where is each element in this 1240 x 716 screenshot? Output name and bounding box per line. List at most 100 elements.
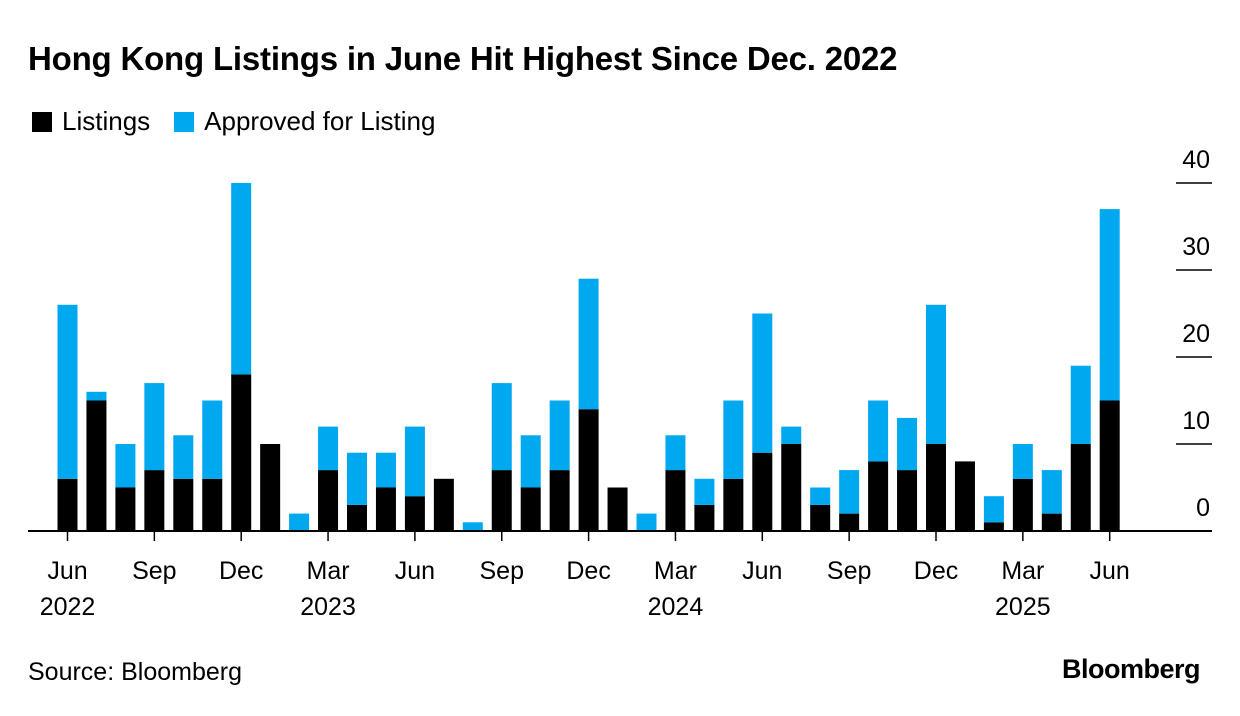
bar-approved bbox=[810, 487, 831, 505]
bar-listings bbox=[578, 409, 599, 531]
bar-approved bbox=[897, 417, 918, 471]
bar-listings bbox=[868, 461, 889, 531]
bar-listings bbox=[926, 444, 946, 531]
x-tick-label-month: Dec bbox=[914, 557, 958, 585]
bar-approved bbox=[86, 391, 107, 401]
bar-approved bbox=[318, 426, 339, 471]
bar-listings bbox=[1099, 400, 1120, 531]
bar-listings bbox=[752, 452, 773, 531]
bar-listings bbox=[549, 470, 570, 531]
bar-approved bbox=[752, 313, 773, 453]
legend-item-listings: Listings bbox=[32, 106, 150, 137]
legend-label-listings: Listings bbox=[62, 106, 151, 136]
y-tick-label: 30 bbox=[1182, 233, 1210, 261]
bar-listings bbox=[897, 470, 918, 531]
legend: Listings Approved for Listing bbox=[32, 106, 459, 137]
bar-approved bbox=[144, 383, 165, 471]
y-tick-label: 10 bbox=[1182, 407, 1210, 435]
bar-approved bbox=[781, 426, 802, 444]
bar-approved bbox=[983, 496, 1004, 523]
source-note: Source: Bloomberg bbox=[28, 658, 243, 686]
x-tick-label-month: Mar bbox=[654, 557, 697, 585]
y-tick-label: 20 bbox=[1182, 320, 1210, 348]
bar-approved bbox=[694, 478, 715, 505]
bar-approved bbox=[723, 400, 744, 479]
bar-listings bbox=[86, 400, 107, 531]
bar-listings bbox=[607, 487, 628, 531]
bar-approved bbox=[1012, 444, 1033, 479]
x-tick-label-month: Sep bbox=[480, 557, 524, 585]
x-tick-label-month: Jun bbox=[1090, 557, 1130, 585]
x-tick-label-month: Sep bbox=[827, 557, 871, 585]
x-tick-label-month: Dec bbox=[566, 557, 610, 585]
bar-approved bbox=[404, 426, 425, 497]
bar-listings bbox=[347, 504, 367, 531]
bar-listings bbox=[57, 478, 78, 531]
bar-approved bbox=[1070, 365, 1091, 444]
bar-listings bbox=[1041, 513, 1062, 531]
bar-approved bbox=[1041, 470, 1062, 514]
x-tick-label-month: Sep bbox=[132, 557, 176, 585]
bar-approved bbox=[868, 400, 889, 462]
bar-approved bbox=[926, 304, 946, 444]
bar-listings bbox=[665, 470, 686, 531]
x-tick-label-month: Jun bbox=[47, 557, 87, 585]
legend-swatch-approved bbox=[174, 111, 195, 132]
bar-approved bbox=[202, 400, 223, 479]
bar-listings bbox=[144, 470, 165, 531]
bar-listings bbox=[839, 513, 860, 531]
bar-listings bbox=[1012, 478, 1033, 531]
x-tick-label-year: 2024 bbox=[648, 593, 704, 621]
bar-listings bbox=[694, 504, 715, 531]
bar-approved bbox=[231, 183, 252, 375]
bar-listings bbox=[983, 522, 1004, 531]
legend-swatch-listings bbox=[32, 111, 52, 132]
x-tick-label-year: 2022 bbox=[40, 593, 96, 621]
chart-title: Hong Kong Listings in June Hit Highest S… bbox=[28, 40, 898, 77]
bar-listings bbox=[781, 444, 802, 531]
x-tick-label-month: Mar bbox=[1001, 557, 1044, 585]
y-tick-label: 40 bbox=[1182, 146, 1210, 174]
bar-approved bbox=[636, 513, 657, 531]
x-tick-label-month: Jun bbox=[395, 557, 435, 585]
bar-listings bbox=[173, 478, 194, 531]
bloomberg-logo: Bloomberg bbox=[1061, 654, 1201, 684]
bar-approved bbox=[491, 383, 512, 471]
bar-listings bbox=[202, 478, 223, 531]
x-tick-label-month: Dec bbox=[219, 557, 263, 585]
bar-approved bbox=[520, 435, 541, 488]
bar-listings bbox=[954, 461, 975, 531]
bar-approved bbox=[115, 444, 136, 488]
bar-listings bbox=[810, 504, 831, 531]
bar-approved bbox=[57, 304, 78, 479]
bar-listings bbox=[404, 496, 425, 531]
bar-approved bbox=[578, 278, 599, 410]
bar-approved bbox=[173, 435, 194, 479]
bar-listings bbox=[433, 478, 454, 531]
bar-approved bbox=[549, 400, 570, 471]
bar-approved bbox=[1099, 209, 1120, 401]
bar-approved bbox=[289, 513, 310, 531]
bar-approved bbox=[839, 470, 860, 514]
x-tick-label-month: Mar bbox=[307, 557, 350, 585]
bar-approved bbox=[375, 452, 396, 488]
x-tick-label-year: 2025 bbox=[995, 593, 1051, 621]
bar-listings bbox=[115, 487, 136, 531]
bar-listings bbox=[260, 444, 281, 531]
bar-listings bbox=[375, 487, 396, 531]
legend-item-approved: Approved for Listing bbox=[174, 106, 435, 137]
bar-listings bbox=[491, 470, 512, 531]
bar-approved bbox=[665, 435, 686, 471]
bar-listings bbox=[318, 470, 339, 531]
bar-listings bbox=[520, 487, 541, 531]
x-tick-label-month: Jun bbox=[742, 557, 782, 585]
bar-listings bbox=[1070, 444, 1091, 531]
x-tick-label-year: 2023 bbox=[300, 593, 356, 621]
bar-approved bbox=[462, 522, 483, 531]
bar-listings bbox=[231, 374, 252, 531]
legend-label-approved: Approved for Listing bbox=[204, 106, 436, 136]
bar-listings bbox=[723, 478, 744, 531]
y-tick-label: 0 bbox=[1196, 494, 1210, 522]
bar-approved bbox=[347, 452, 367, 505]
